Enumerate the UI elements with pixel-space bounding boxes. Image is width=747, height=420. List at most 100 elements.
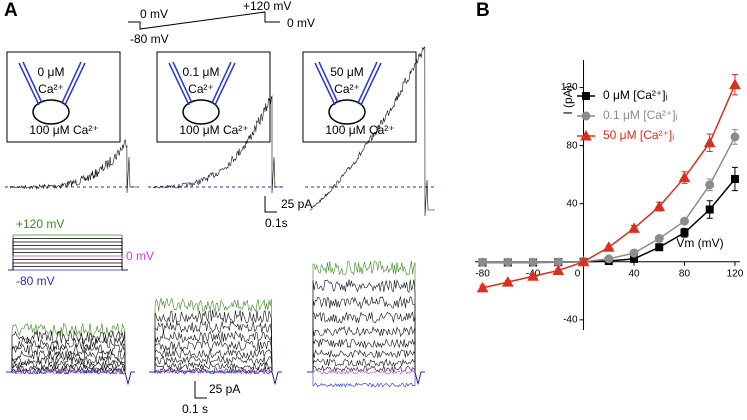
- cell-box: [302, 51, 417, 143]
- protocol-label: +120 mV: [243, 0, 291, 13]
- current-trace: [149, 297, 282, 385]
- x-tick-label: 120: [727, 268, 744, 279]
- legend-label: 0 μM [Ca²⁺]ᵢ: [603, 88, 668, 102]
- y-tick-label: 40: [566, 198, 578, 209]
- x-tick-label: 40: [628, 268, 640, 279]
- cell-box: [156, 51, 271, 143]
- protocol-label: +120 mV: [16, 217, 64, 231]
- marker: [527, 270, 539, 281]
- step-line: [8, 238, 128, 271]
- protocol-label: -80 mV: [16, 274, 55, 288]
- marker: [581, 111, 591, 121]
- marker: [628, 222, 640, 233]
- x-tick-label: 80: [679, 268, 691, 279]
- marker: [577, 255, 590, 267]
- cell-box: [6, 51, 121, 143]
- protocol-label: -80 mV: [130, 32, 169, 46]
- protocol-label: 0 mV: [287, 16, 315, 30]
- marker: [580, 129, 592, 141]
- marker: [655, 243, 664, 252]
- marker: [680, 228, 689, 237]
- marker: [705, 180, 715, 190]
- current-trace: [149, 348, 282, 385]
- panel-label: A: [4, 0, 18, 21]
- cell: [182, 99, 220, 125]
- cell-label: Ca²⁺: [38, 82, 64, 96]
- marker: [705, 205, 714, 214]
- current-trace: [149, 340, 282, 385]
- legend-label: 0.1 μM [Ca²⁺]ᵢ: [603, 108, 678, 122]
- protocol-label: 0 mV: [140, 7, 168, 21]
- protocol-label: 0 mV: [126, 249, 154, 263]
- marker: [629, 248, 639, 258]
- cell: [328, 99, 366, 125]
- cell-label: 0 μM: [38, 65, 65, 79]
- cell-label: Ca²⁺: [188, 82, 214, 96]
- scale-bar: [264, 196, 277, 213]
- current-trace: [307, 371, 425, 388]
- current-trace: [6, 369, 135, 385]
- current-trace: [307, 311, 425, 385]
- current-trace: [307, 279, 425, 385]
- marker: [654, 234, 664, 244]
- current-trace: [149, 369, 282, 385]
- current-trace: [307, 338, 425, 385]
- scale-label: 25 pA: [209, 382, 240, 396]
- marker: [528, 257, 538, 267]
- marker: [604, 254, 614, 264]
- current-trace: [6, 336, 135, 385]
- current-trace: [307, 260, 425, 385]
- marker: [552, 264, 565, 275]
- legend-label: 50 μM [Ca²⁺]ᵢ: [603, 128, 674, 142]
- marker: [730, 175, 739, 184]
- marker: [602, 241, 615, 252]
- marker: [478, 257, 488, 267]
- ramp-protocol: [128, 11, 280, 30]
- current-trace: [149, 355, 282, 385]
- marker: [582, 92, 590, 100]
- step-line: [8, 259, 128, 271]
- pipette: [168, 61, 236, 106]
- marker: [730, 132, 740, 142]
- current-trace: [307, 349, 425, 385]
- current-trace: [6, 330, 135, 385]
- cell-label: 0.1 μM: [183, 65, 220, 79]
- current-trace: [149, 309, 282, 385]
- cell-label: 100 μM Ca²⁺: [29, 123, 98, 137]
- x-axis-label: Vm (mV): [676, 236, 723, 250]
- current-trace: [307, 369, 425, 385]
- marker: [501, 276, 514, 287]
- scale-bar: [194, 381, 207, 399]
- scale-label: 0.1 s: [182, 402, 208, 416]
- current-trace: [6, 355, 135, 385]
- pipette: [314, 61, 382, 106]
- y-tick-label: -40: [563, 314, 578, 325]
- marker: [653, 200, 666, 212]
- scale-label: 25 pA: [281, 197, 312, 211]
- current-trace: [309, 46, 435, 217]
- cell-label: 100 μM Ca²⁺: [325, 123, 394, 137]
- marker: [729, 78, 741, 90]
- step-line: [8, 266, 128, 271]
- marker: [678, 171, 691, 183]
- cell: [32, 99, 70, 125]
- marker: [679, 216, 689, 226]
- current-trace: [6, 359, 135, 385]
- current-trace: [149, 361, 282, 385]
- cell-label: Ca²⁺: [334, 82, 360, 96]
- current-trace: [307, 295, 425, 385]
- traces: [5, 46, 437, 388]
- current-trace: [307, 364, 425, 385]
- current-trace: [6, 350, 135, 385]
- y-tick-label: 120: [561, 82, 578, 93]
- current-trace: [307, 358, 425, 385]
- scale-label: 0.1s: [265, 216, 288, 230]
- step-line: [8, 252, 128, 271]
- marker: [503, 257, 513, 267]
- y-axis-label: I (pA): [561, 85, 575, 114]
- current-trace: [149, 330, 282, 385]
- marker: [703, 136, 716, 148]
- current-trace: [307, 325, 425, 385]
- current-trace: [6, 343, 135, 385]
